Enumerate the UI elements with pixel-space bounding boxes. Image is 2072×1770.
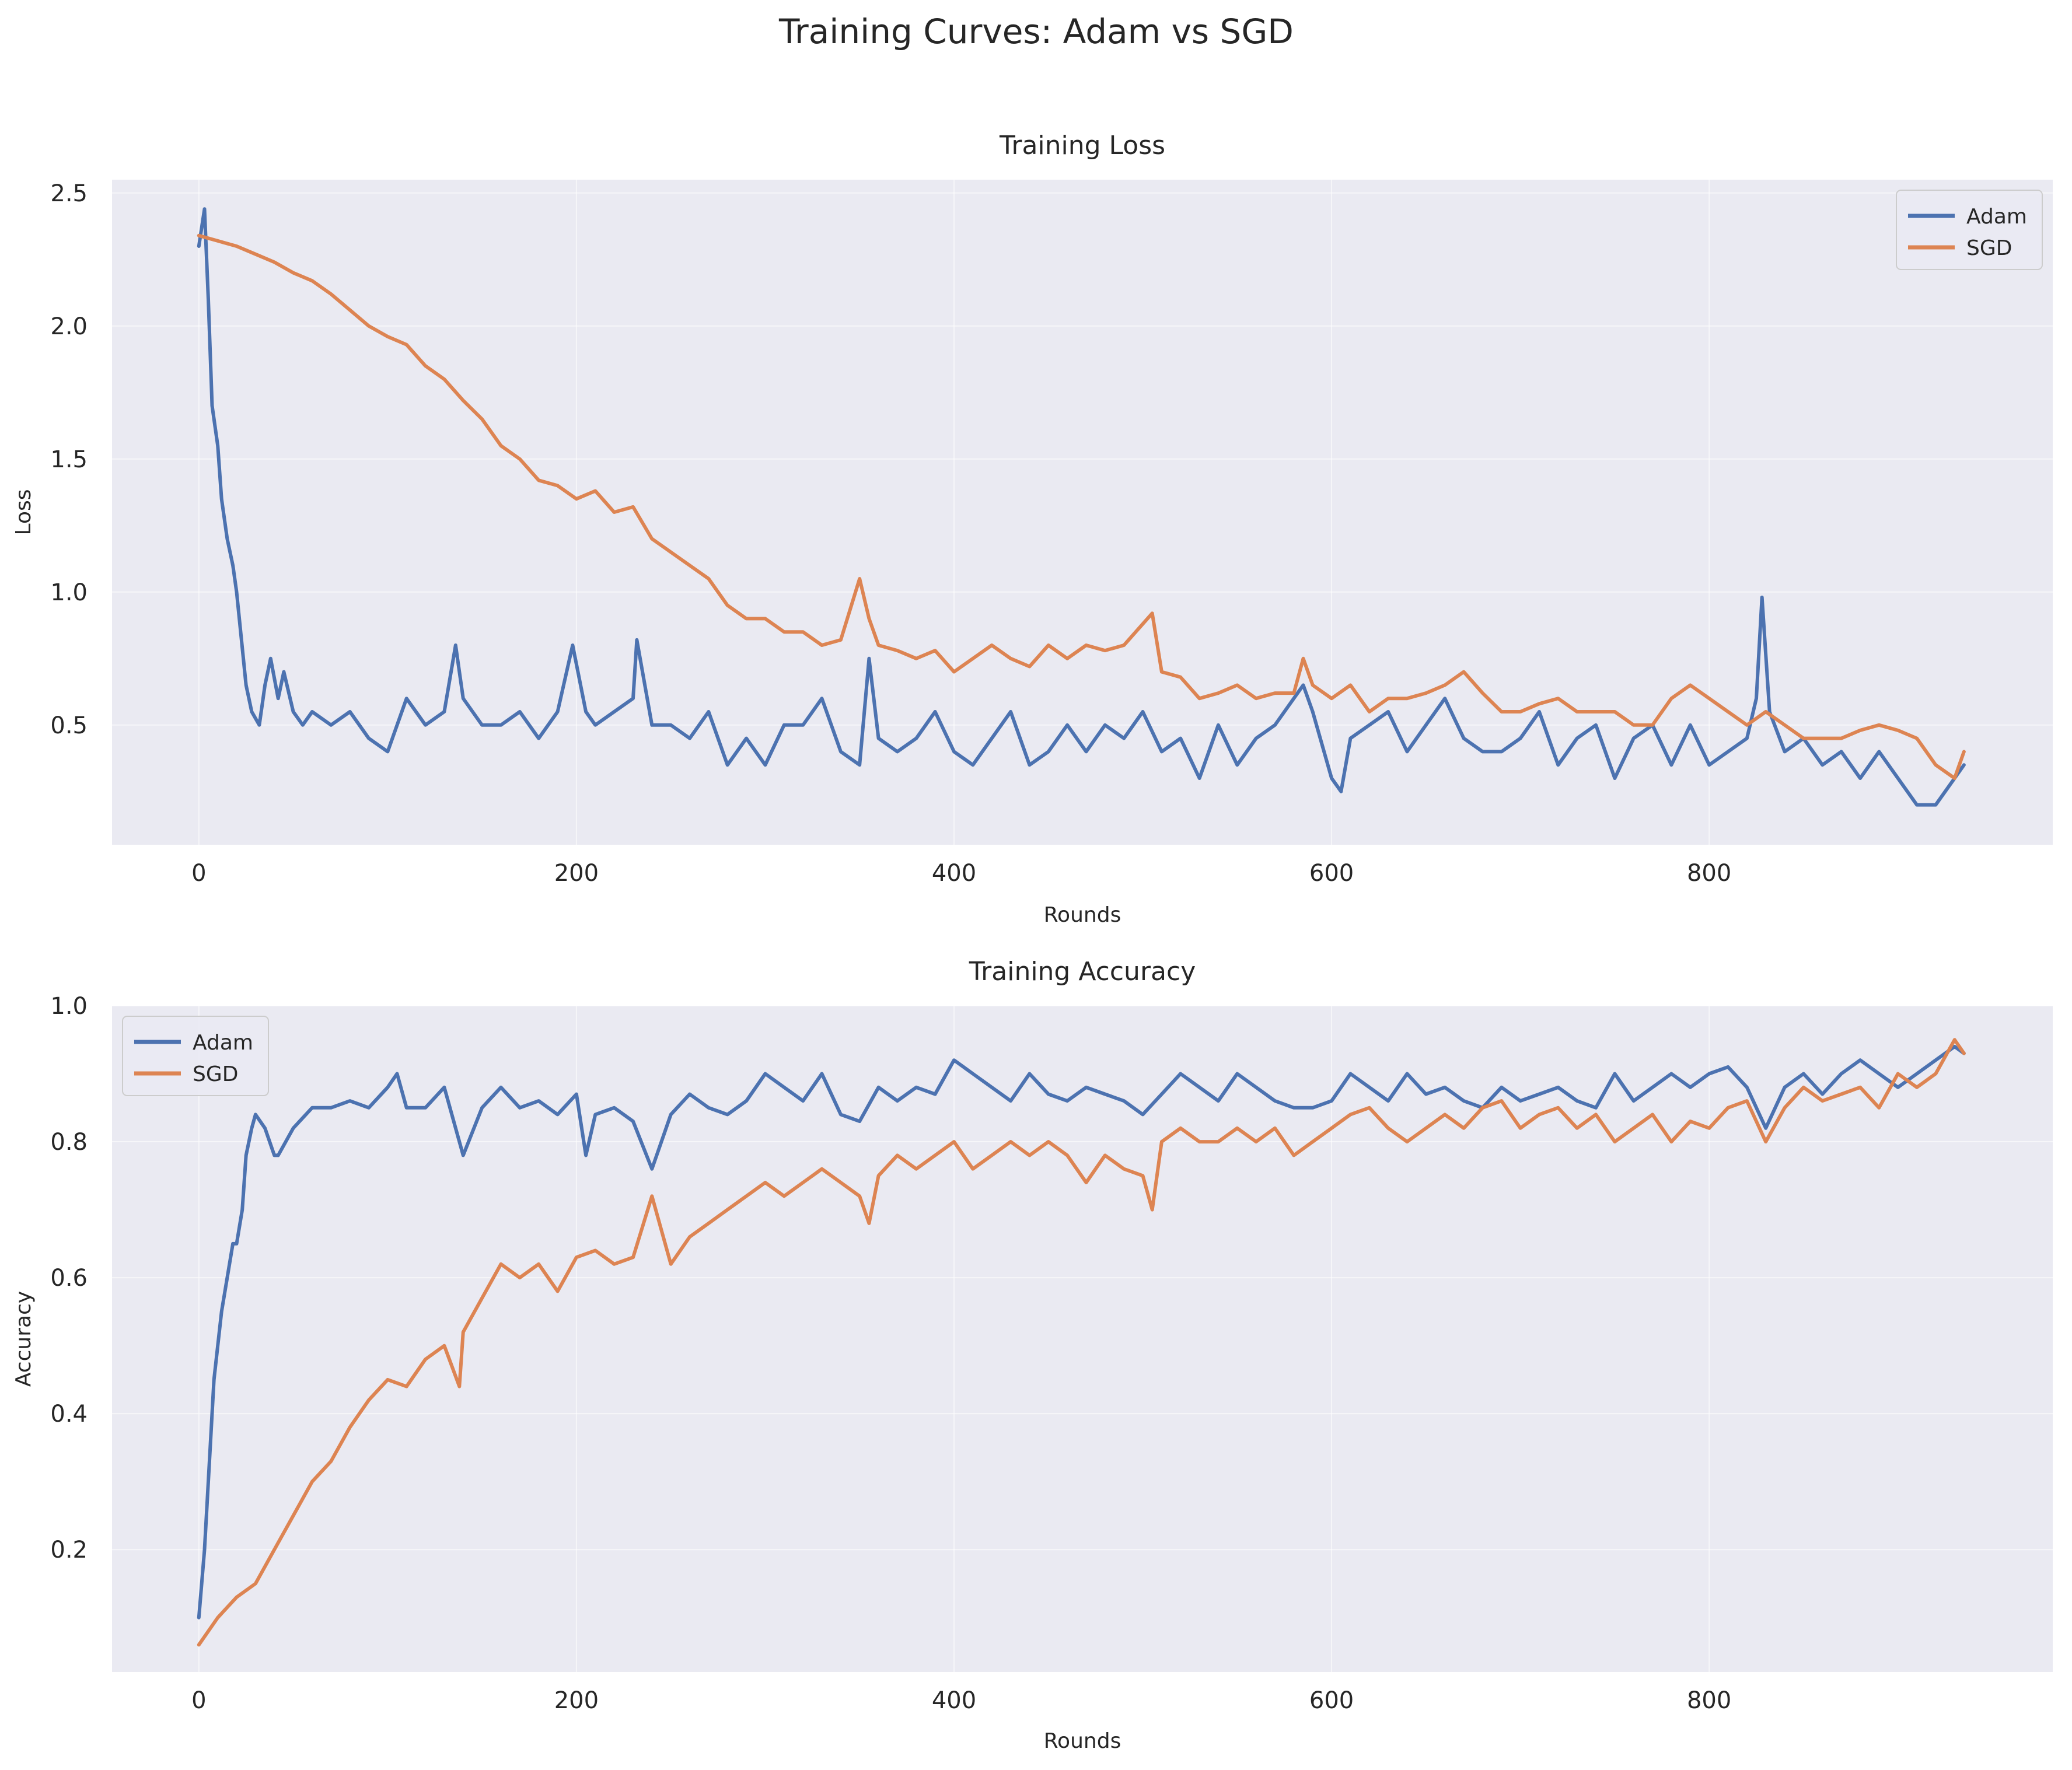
x-tick-label: 0 [191, 1687, 206, 1714]
x-tick-label: 600 [1309, 860, 1354, 887]
x-tick-label: 400 [932, 1687, 976, 1714]
y-tick-label: 0.2 [50, 1537, 88, 1563]
legend-label-sgd: SGD [1966, 236, 2012, 260]
legend-label-adam: Adam [1966, 205, 2027, 229]
x-tick-label: 800 [1687, 1687, 1731, 1714]
y-tick-label: 1.0 [50, 993, 88, 1020]
series-line-adam [197, 207, 1966, 807]
x-tick-label: 0 [191, 860, 206, 887]
plot-area [112, 1006, 2053, 1672]
x-tick-label: 400 [932, 860, 976, 887]
loss-panel: 0 200 400 600 800 0.5 1.0 1.5 2.0 2.5 Training Los… [12, 131, 2053, 927]
x-axis-label: Rounds [1044, 903, 1121, 927]
y-tick-label: 1.5 [50, 446, 88, 473]
legend: Adam SGD [1896, 190, 2043, 270]
legend: Adam SGD [122, 1016, 269, 1096]
x-axis-label: Rounds [1044, 1729, 1121, 1753]
x-tick-label: 200 [554, 1687, 599, 1714]
legend-label-sgd: SGD [193, 1062, 238, 1086]
series-line-adam [197, 1044, 1966, 1619]
y-tick-label: 0.4 [50, 1401, 88, 1428]
legend-frame [122, 1016, 269, 1096]
x-tick-label: 200 [554, 860, 599, 887]
y-tick-label: 2.0 [50, 313, 88, 340]
y-axis-label: Accuracy [12, 1291, 36, 1387]
y-axis-label: Loss [12, 489, 36, 536]
legend-label-adam: Adam [193, 1031, 253, 1055]
panel-title: Training Accuracy [969, 957, 1196, 987]
y-tick-label: 2.5 [50, 180, 88, 207]
y-tick-label: 0.6 [50, 1265, 88, 1292]
plot-area [112, 180, 2053, 845]
figure-title: Training Curves: Adam vs SGD [778, 12, 1294, 51]
legend-frame [1896, 190, 2043, 270]
y-tick-label: 0.8 [50, 1129, 88, 1156]
y-tick-label: 1.0 [50, 579, 88, 606]
series-line-sgd [197, 233, 1966, 780]
accuracy-panel: 0 200 400 600 800 0.2 0.4 0.6 0.8 1.0 Training Acc… [12, 957, 2053, 1753]
series-line-sgd [197, 1038, 1966, 1647]
panel-title: Training Loss [999, 131, 1165, 160]
y-tick-label: 0.5 [50, 712, 88, 739]
x-tick-label: 800 [1687, 860, 1731, 887]
x-tick-label: 600 [1309, 1687, 1354, 1714]
